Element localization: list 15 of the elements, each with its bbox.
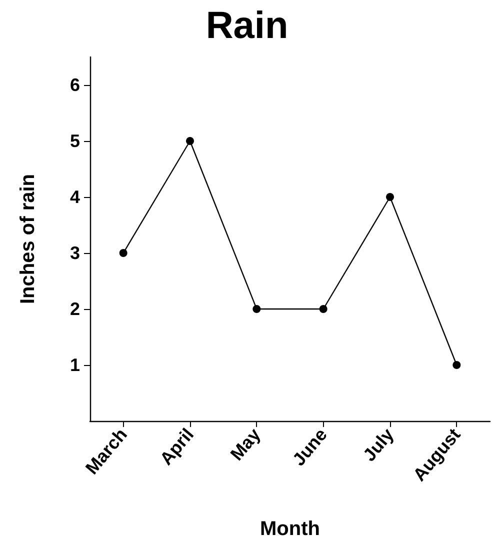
y-tick-label: 5	[70, 131, 80, 151]
point	[319, 305, 328, 313]
y-tick-label: 4	[70, 187, 80, 207]
point	[386, 193, 394, 201]
y-tick-label: 3	[70, 243, 80, 263]
point	[186, 137, 194, 145]
point	[119, 249, 128, 257]
chart-title: Rain	[206, 5, 288, 47]
x-axis-title: Month	[260, 518, 320, 540]
y-axis-title: Inches of rain	[17, 174, 39, 304]
point	[252, 305, 261, 313]
y-tick-label: 1	[70, 355, 80, 375]
y-tick-label: 6	[70, 75, 80, 95]
point	[452, 361, 461, 369]
y-tick-label: 2	[70, 299, 80, 319]
